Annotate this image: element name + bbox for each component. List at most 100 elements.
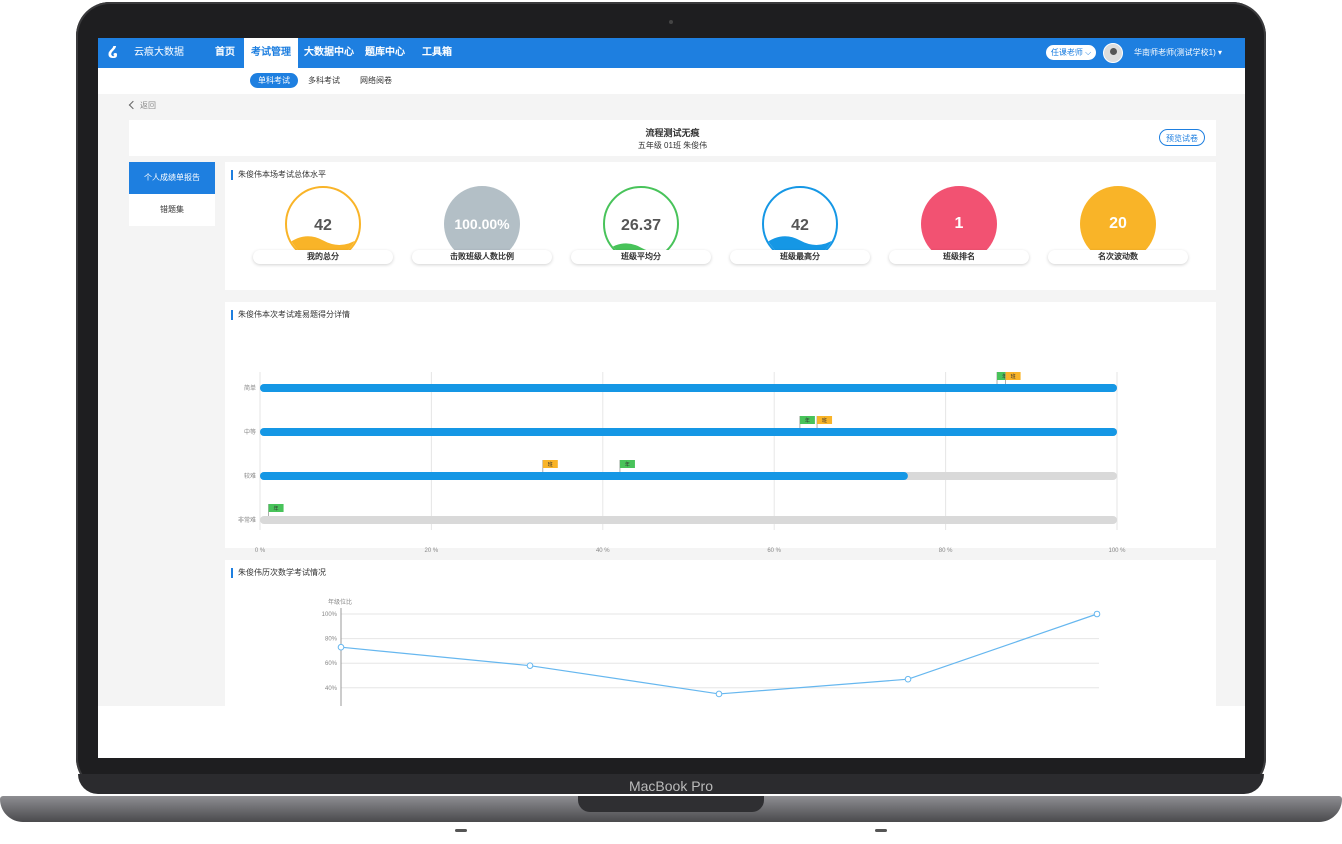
score-flag: 年 — [996, 372, 1013, 384]
chevron-left-icon — [128, 100, 138, 110]
nav-big-data-center[interactable]: 大数据中心 — [304, 47, 354, 58]
y-tick-label: 40% — [325, 686, 338, 692]
metric-value: 100.00% — [454, 216, 510, 232]
back-label: 返回 — [140, 101, 156, 110]
metric-label: 班级平均分 — [571, 250, 711, 264]
tab-multi-subject[interactable]: 多科考试 — [308, 76, 340, 85]
difficulty-card: 朱俊伟本次考试难易题得分详情 0 % 20 % 40 % 60 % 80 % 100 % 简… — [225, 302, 1216, 578]
device-label: MacBook Pro — [628, 778, 714, 794]
metric-card: 100.00% 击败班级人数比例 — [412, 186, 552, 266]
metric-card: 42 班级最高分 — [730, 186, 870, 266]
role-select-button[interactable]: 任课老师 ⌵ — [1046, 45, 1096, 60]
brand-name: 云痕大数据 — [134, 47, 184, 58]
history-point — [904, 675, 912, 683]
top-navbar: ໒ 云痕大数据 首页 考试管理 大数据中心 题库中心 工具箱 任课老师 ⌵ 华南… — [98, 38, 1245, 68]
nav-question-bank[interactable]: 题库中心 — [365, 47, 405, 58]
score-flag: 班 — [1005, 372, 1021, 384]
y-tick-label: 100% — [322, 612, 338, 618]
exam-header: 流程测试无痕 五年级 01班 朱俊伟 预览试卷 — [129, 120, 1216, 156]
x-tick-label: 20 % — [425, 548, 439, 554]
category-label: 较难 — [244, 472, 256, 480]
y-axis-label: 年级位比 — [328, 598, 352, 606]
preview-paper-button[interactable]: 预览试卷 — [1159, 129, 1205, 146]
chevron-down-icon: ⌵ — [1085, 48, 1092, 57]
history-title: 朱俊伟历次数学考试情况 — [231, 568, 326, 578]
category-label: 非常难 — [238, 516, 256, 524]
metric-label: 击败班级人数比例 — [412, 250, 552, 264]
metric-value: 20 — [1109, 215, 1127, 232]
bar-my-score — [260, 384, 1117, 392]
metric-value: 1 — [954, 215, 964, 232]
caret-down-icon: ▾ — [1218, 48, 1223, 57]
camera-icon — [669, 20, 673, 24]
score-flag: 年 — [799, 416, 815, 428]
x-tick-label: 80 % — [939, 548, 953, 554]
metric-card: 42 我的总分 — [253, 186, 393, 266]
category-label: 简单 — [244, 384, 256, 392]
metric-label: 班级最高分 — [730, 250, 870, 264]
y-tick-label: 60% — [325, 661, 338, 667]
x-tick-label: 60 % — [767, 548, 781, 554]
laptop-foot — [455, 829, 467, 832]
user-menu[interactable]: 华南师老师(测试学校1) ▾ — [1134, 38, 1222, 68]
svg-text:年: 年 — [625, 461, 630, 468]
metric-label: 班级排名 — [889, 250, 1029, 264]
history-point — [337, 643, 345, 651]
tab-single-subject[interactable]: 单科考试 — [250, 73, 298, 88]
score-flag: 年 — [268, 504, 284, 516]
exam-title: 流程测试无痕 — [645, 128, 700, 138]
tab-online-marking[interactable]: 网络阅卷 — [360, 76, 392, 85]
svg-text:班: 班 — [548, 461, 553, 468]
bar-my-score — [260, 472, 908, 480]
metric-value: 42 — [314, 217, 332, 234]
nav-toolbox[interactable]: 工具箱 — [422, 47, 452, 58]
metric-circle: 100.00% — [444, 186, 520, 262]
side-item-wrong-questions[interactable]: 错题集 — [160, 205, 184, 214]
x-tick-label: 40 % — [596, 548, 610, 554]
role-select-label: 任课老师 — [1050, 48, 1083, 57]
difficulty-title: 朱俊伟本次考试难易题得分详情 — [231, 310, 350, 320]
laptop-chin — [78, 774, 1264, 794]
metric-card: 20 名次波动数 — [1048, 186, 1188, 266]
svg-text:班: 班 — [822, 417, 827, 424]
laptop-foot — [875, 829, 887, 832]
svg-text:年: 年 — [1002, 373, 1007, 380]
metric-value: 42 — [791, 217, 809, 234]
overview-card: 朱俊伟本场考试总体水平 42 我的总分 100.00% 击败班级人数比例 26.37 班级… — [225, 162, 1216, 290]
exam-subtitle: 五年级 01班 朱俊伟 — [637, 141, 708, 150]
back-link[interactable]: 返回 — [128, 100, 156, 111]
metric-label: 我的总分 — [253, 250, 393, 264]
screen-bottom-area — [98, 706, 1245, 758]
metric-label: 名次波动数 — [1048, 250, 1188, 264]
score-flag: 年 — [619, 460, 635, 472]
sub-navbar: 单科考试 多科考试 网络阅卷 — [98, 68, 1245, 94]
svg-text:年: 年 — [274, 505, 279, 512]
metric-card: 26.37 班级平均分 — [571, 186, 711, 266]
metric-value: 26.37 — [620, 217, 662, 234]
metric-card: 1 班级排名 — [889, 186, 1029, 266]
svg-text:班: 班 — [1011, 373, 1016, 380]
y-tick-label: 80% — [325, 637, 338, 643]
x-tick-label: 0 % — [255, 548, 266, 554]
nav-home[interactable]: 首页 — [215, 47, 235, 58]
avatar[interactable] — [1103, 43, 1123, 63]
history-point — [1093, 610, 1101, 618]
metric-circle: 1 — [921, 186, 997, 262]
bar-my-score — [260, 428, 1117, 436]
laptop-notch — [578, 796, 764, 812]
brand-logo-icon: ໒ — [108, 44, 119, 61]
score-flag: 班 — [816, 416, 833, 428]
history-point — [526, 662, 534, 669]
side-menu: 个人成绩单报告 错题集 — [129, 162, 215, 226]
history-point — [715, 690, 723, 698]
svg-text:年: 年 — [805, 417, 810, 424]
bar-track — [260, 516, 1117, 524]
overview-title: 朱俊伟本场考试总体水平 — [231, 170, 326, 180]
nav-exam-management[interactable]: 考试管理 — [244, 38, 298, 68]
screen: ໒ 云痕大数据 首页 考试管理 大数据中心 题库中心 工具箱 任课老师 ⌵ 华南… — [98, 38, 1245, 758]
category-label: 中等 — [244, 428, 256, 436]
score-flag: 班 — [542, 460, 558, 472]
user-name: 华南师老师(测试学校1) — [1134, 48, 1216, 57]
side-item-report[interactable]: 个人成绩单报告 — [129, 162, 215, 194]
x-tick-label: 100 % — [1108, 548, 1126, 554]
